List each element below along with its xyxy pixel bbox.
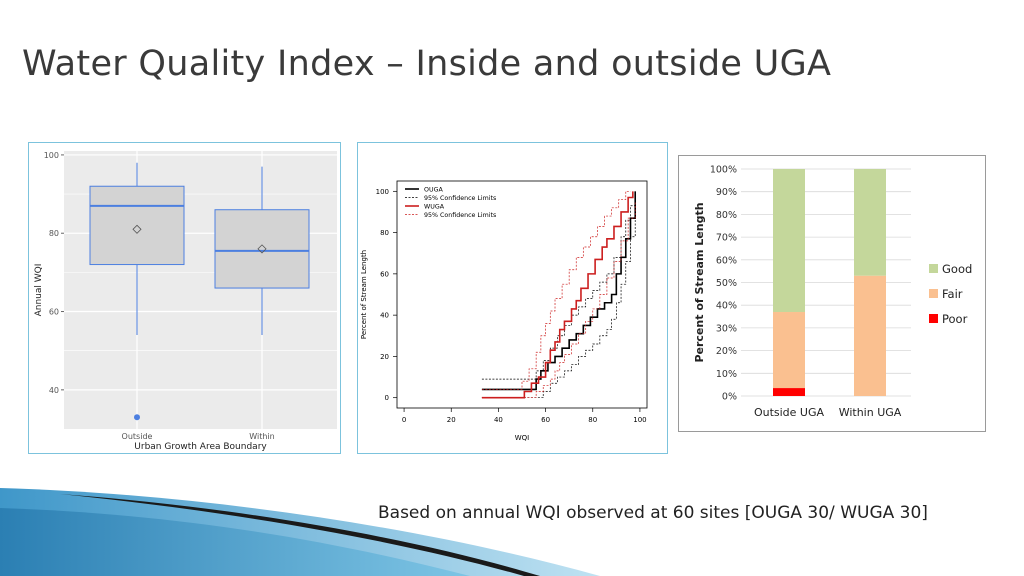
y-tick-label: 20%: [716, 346, 737, 357]
slide-title: Water Quality Index – Inside and outside…: [22, 44, 832, 84]
x-tick-label: 20: [447, 416, 456, 424]
wuga-line: [481, 191, 634, 399]
y-axis-label: Percent of Stream Length: [693, 202, 706, 362]
bar-segment-poor: [773, 388, 805, 396]
y-tick-label: 60: [49, 308, 59, 317]
y-tick-label: 80: [49, 229, 59, 238]
legend-swatch-fair: [929, 289, 938, 298]
ouga-lower-confidence-line: [481, 201, 636, 399]
y-tick-label: 60: [380, 270, 389, 278]
mean-marker: [257, 244, 267, 254]
y-tick-label: 90%: [716, 187, 737, 198]
box: [214, 209, 310, 289]
slide-caption: Based on annual WQI observed at 60 sites…: [378, 503, 928, 523]
y-tick-label: 40: [49, 386, 59, 395]
x-tick-label: 60: [541, 416, 550, 424]
boxplot-panel: 40 60 80 100 Outside Within Urban Growth Area …: [28, 142, 341, 454]
legend-swatch-good: [929, 264, 938, 273]
y-axis-label: Percent of Stream Length: [360, 250, 368, 339]
wuga-upper-confidence-line: [481, 190, 631, 390]
bar-segment-fair: [854, 275, 886, 396]
legend-label: WUGA: [424, 203, 445, 210]
y-tick-label: 30%: [716, 323, 737, 334]
x-tick-label: 100: [633, 416, 646, 424]
y-tick-label: 60%: [716, 255, 737, 266]
stacked-bar-chart: 0% 10% 20% 30% 40% 50% 60% 70% 80% 90% 100% Percent…: [693, 165, 972, 420]
y-tick-label: 100: [376, 188, 389, 196]
wuga-lower-confidence-line: [481, 201, 636, 399]
x-axis-label: WQI: [515, 434, 530, 442]
y-tick-label: 10%: [716, 369, 737, 380]
cdf-chart: 0 20 40 60 80 100 0 20 40 60 80 100 WQI Percent of St…: [360, 180, 648, 442]
y-tick-label: 0: [385, 394, 389, 402]
mean-marker: [132, 224, 142, 234]
y-tick-label: 80%: [716, 210, 737, 221]
bar-segment-good: [854, 169, 886, 276]
y-tick-label: 80: [380, 229, 389, 237]
y-tick-label: 20: [380, 353, 389, 361]
x-tick-label: Outside UGA: [754, 406, 825, 419]
x-tick-label: Within: [249, 432, 274, 441]
x-tick-label: 0: [402, 416, 406, 424]
x-axis-label: Urban Growth Area Boundary: [134, 442, 267, 452]
y-tick-label: 40%: [716, 301, 737, 312]
cdf-panel: 0 20 40 60 80 100 0 20 40 60 80 100 WQI Percent of St…: [357, 142, 668, 454]
legend-label: Good: [942, 262, 972, 276]
y-tick-label: 100: [44, 151, 59, 160]
outlier-point: [134, 414, 140, 421]
legend-label: Poor: [942, 312, 968, 326]
legend-swatch-poor: [929, 314, 938, 323]
y-tick-label: 70%: [716, 233, 737, 244]
x-tick-label: 40: [494, 416, 503, 424]
plot-frame: [396, 180, 648, 409]
y-tick-label: 0%: [722, 392, 737, 403]
bar-segment-fair: [773, 312, 805, 389]
x-tick-label: Outside: [122, 432, 153, 441]
legend-label: OUGA: [424, 186, 443, 193]
stacked-bar-panel: 0% 10% 20% 30% 40% 50% 60% 70% 80% 90% 100% Percent…: [678, 155, 986, 432]
y-tick-label: 40: [380, 312, 389, 320]
y-tick-label: 50%: [716, 278, 737, 289]
bar-segment-good: [773, 169, 805, 313]
legend-label: 95% Confidence Limits: [424, 195, 496, 202]
legend-label: Fair: [942, 287, 963, 301]
x-tick-label: 80: [588, 416, 597, 424]
ouga-line: [481, 191, 637, 391]
legend-label: 95% Confidence Limits: [424, 212, 496, 219]
x-tick-label: Within UGA: [839, 406, 902, 419]
decorative-swoosh: [0, 488, 600, 576]
ouga-upper-confidence-line: [481, 191, 636, 380]
y-tick-label: 100%: [710, 165, 737, 176]
y-axis-label: Annual WQI: [34, 264, 44, 317]
